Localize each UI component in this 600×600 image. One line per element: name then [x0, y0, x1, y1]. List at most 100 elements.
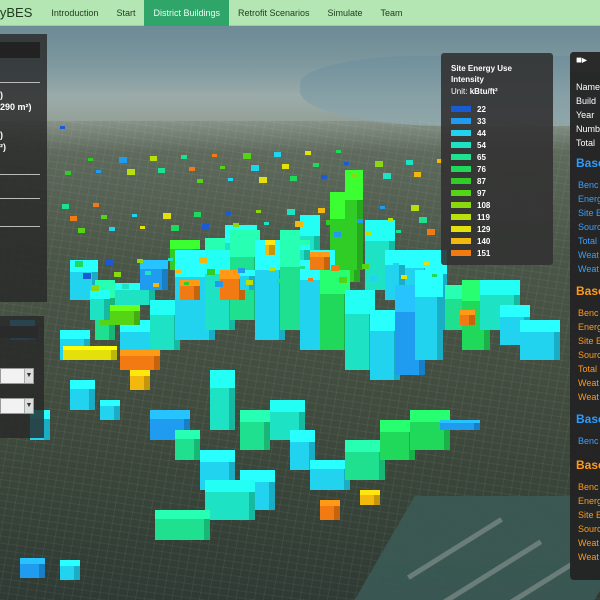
panel-link[interactable]: Weat	[578, 392, 599, 402]
building[interactable]	[310, 252, 330, 270]
building[interactable]	[277, 279, 283, 283]
building[interactable]	[93, 203, 99, 207]
building[interactable]	[365, 231, 371, 235]
building[interactable]	[414, 172, 421, 177]
panel-link[interactable]: Sourc	[578, 524, 600, 534]
building[interactable]	[150, 156, 157, 161]
panel-link[interactable]: Site E	[578, 510, 600, 520]
building[interactable]	[393, 263, 399, 267]
building[interactable]	[339, 277, 347, 283]
building[interactable]	[189, 167, 195, 171]
building[interactable]	[243, 153, 251, 159]
building[interactable]	[100, 400, 120, 420]
nav-team[interactable]: Team	[380, 7, 403, 18]
panel-link[interactable]: Sourc	[578, 222, 600, 232]
building[interactable]	[269, 267, 275, 271]
building[interactable]	[345, 440, 385, 480]
building[interactable]	[375, 161, 383, 167]
building[interactable]	[228, 178, 233, 181]
building[interactable]	[265, 240, 275, 255]
building[interactable]	[427, 229, 435, 235]
building[interactable]	[184, 282, 189, 285]
building[interactable]	[60, 126, 65, 129]
panel-link[interactable]: Benc	[578, 180, 599, 190]
building[interactable]	[320, 500, 340, 520]
panel-link[interactable]: Energ	[578, 322, 600, 332]
building[interactable]	[137, 259, 143, 263]
building[interactable]	[360, 490, 380, 505]
building[interactable]	[207, 269, 215, 275]
panel-link[interactable]: Total	[578, 364, 598, 374]
building[interactable]	[287, 209, 295, 215]
panel-link[interactable]: Weat	[578, 264, 599, 274]
building[interactable]	[419, 217, 427, 223]
building[interactable]	[20, 558, 45, 578]
building[interactable]	[256, 210, 261, 213]
building[interactable]	[411, 205, 419, 211]
panel-link[interactable]: Sourc	[578, 350, 600, 360]
building[interactable]	[194, 212, 201, 217]
building[interactable]	[171, 225, 179, 231]
building[interactable]	[300, 266, 305, 269]
building[interactable]	[370, 276, 377, 281]
building[interactable]	[120, 350, 160, 370]
building[interactable]	[101, 215, 107, 219]
building[interactable]	[197, 179, 203, 183]
building[interactable]	[205, 480, 255, 520]
building[interactable]	[344, 162, 349, 165]
building[interactable]	[362, 264, 369, 269]
building[interactable]	[181, 155, 187, 159]
building[interactable]	[106, 260, 113, 265]
building[interactable]	[83, 273, 91, 279]
building[interactable]	[295, 221, 303, 227]
building[interactable]	[334, 232, 341, 237]
building[interactable]	[96, 170, 101, 173]
panel-link[interactable]: Benc	[578, 482, 599, 492]
building[interactable]	[251, 165, 259, 171]
building[interactable]	[100, 305, 140, 325]
building[interactable]	[65, 171, 71, 175]
building[interactable]	[122, 284, 129, 289]
building[interactable]	[88, 158, 93, 161]
building[interactable]	[290, 176, 297, 181]
building[interactable]	[380, 420, 415, 460]
building[interactable]	[520, 320, 560, 360]
building[interactable]	[424, 262, 429, 265]
building[interactable]	[132, 214, 137, 217]
building[interactable]	[331, 265, 339, 271]
building[interactable]	[127, 169, 135, 175]
building[interactable]	[305, 151, 311, 155]
dropdown-select[interactable]: ▼	[0, 368, 34, 384]
building[interactable]	[308, 278, 313, 281]
building[interactable]	[91, 285, 99, 291]
building[interactable]	[163, 213, 171, 219]
panel-link[interactable]: Benc	[578, 308, 599, 318]
panel-link[interactable]: Site E	[578, 208, 600, 218]
building[interactable]	[202, 224, 209, 229]
building[interactable]	[336, 150, 341, 153]
panel-link[interactable]: Energ	[578, 194, 600, 204]
nav-retrofit-scenarios[interactable]: Retrofit Scenarios	[237, 7, 310, 18]
building[interactable]	[380, 206, 385, 209]
building[interactable]	[225, 211, 231, 215]
building[interactable]	[114, 272, 121, 277]
building[interactable]	[410, 410, 450, 450]
building[interactable]	[90, 290, 110, 320]
camera-icon[interactable]: ■▸	[576, 55, 588, 66]
building[interactable]	[246, 280, 253, 285]
building[interactable]	[313, 163, 319, 167]
nav-start[interactable]: Start	[116, 7, 136, 18]
building[interactable]	[401, 275, 407, 279]
panel-link[interactable]: Benc	[578, 436, 599, 446]
building[interactable]	[440, 420, 480, 430]
building[interactable]	[282, 164, 289, 169]
building[interactable]	[199, 257, 207, 263]
building[interactable]	[70, 380, 95, 410]
building[interactable]	[432, 274, 437, 277]
dropdown-select[interactable]: ▼	[0, 398, 34, 414]
building[interactable]	[62, 204, 69, 209]
brand-logo[interactable]: CityBES	[0, 5, 33, 20]
building[interactable]	[318, 208, 325, 213]
building[interactable]	[270, 400, 305, 440]
building[interactable]	[383, 173, 391, 179]
